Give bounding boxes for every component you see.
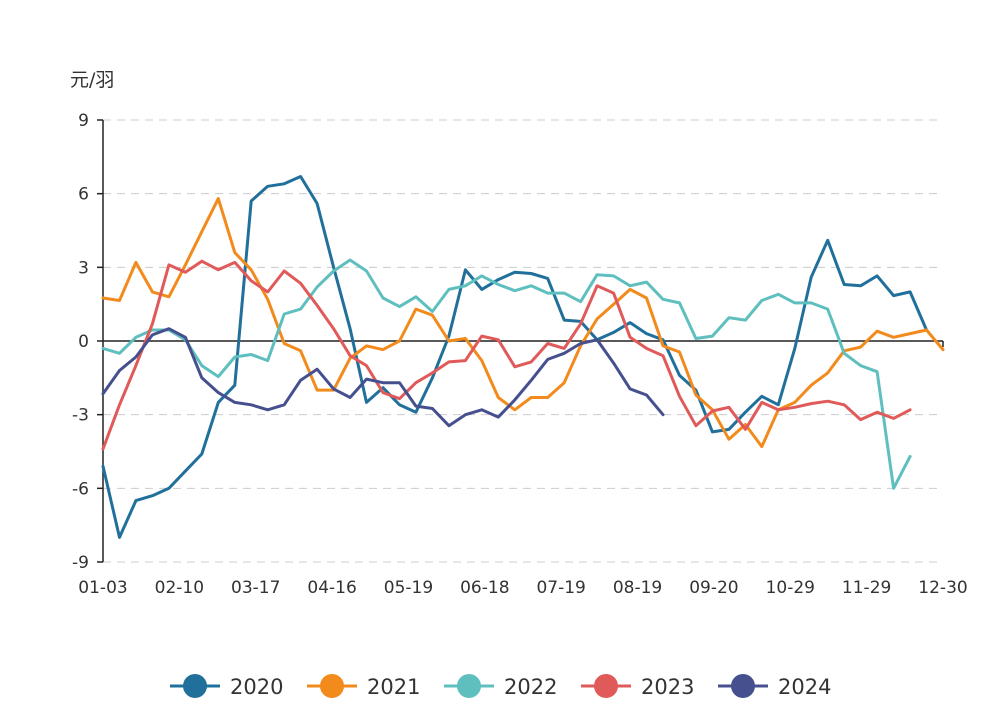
legend-item-2024[interactable]: 2024	[718, 674, 831, 699]
x-tick-label: 11-29	[842, 578, 891, 598]
legend-label: 2024	[778, 675, 831, 699]
y-tick-label: 6	[78, 185, 89, 205]
series-line-2022	[101, 258, 912, 490]
legend-item-2020[interactable]: 2020	[170, 674, 283, 699]
legend-label: 2022	[504, 675, 557, 699]
y-tick-label: 0	[78, 332, 89, 352]
legend: 2020 2021 2022 2023 2024	[170, 674, 831, 699]
x-tick-label: 08-19	[613, 578, 662, 598]
legend-label: 2021	[367, 675, 420, 699]
legend-item-2021[interactable]: 2021	[307, 674, 420, 699]
series	[101, 175, 945, 539]
series-line-2021	[101, 197, 945, 449]
y-tick-label: -3	[72, 406, 89, 426]
legend-item-2022[interactable]: 2022	[444, 674, 557, 699]
legend-label: 2023	[641, 675, 694, 699]
x-tick-label: 10-29	[766, 578, 815, 598]
series-line-2020	[101, 175, 928, 539]
x-tick-label: 12-30	[918, 578, 967, 598]
x-tick-label: 06-18	[460, 578, 509, 598]
legend-marker	[457, 674, 481, 698]
x-tick-label: 09-20	[689, 578, 738, 598]
legend-marker	[320, 674, 344, 698]
x-tick-label: 05-19	[384, 578, 433, 598]
x-tick-label: 02-10	[155, 578, 204, 598]
x-tick-label: 04-16	[307, 578, 356, 598]
x-tick-label: 03-17	[231, 578, 280, 598]
y-tick-label: -9	[72, 553, 89, 573]
legend-marker	[731, 674, 755, 698]
y-tick-label: -6	[72, 479, 89, 499]
x-tick-label: 07-19	[536, 578, 585, 598]
y-tick-label: 3	[78, 258, 89, 278]
y-axis-unit-label: 元/羽	[70, 69, 114, 91]
grid	[103, 119, 943, 563]
legend-item-2023[interactable]: 2023	[581, 674, 694, 699]
legend-marker	[594, 674, 618, 698]
series-line-2024	[101, 327, 665, 428]
x-tick-label: 01-03	[78, 578, 127, 598]
legend-label: 2020	[230, 675, 283, 699]
legend-marker	[183, 674, 207, 698]
y-tick-label: 9	[78, 111, 89, 131]
series-line-2023	[101, 259, 912, 451]
axes: 9 6 3 0 -3 -6 -9 01-03 02-10 03-17 04-16 05-19 06-18…	[72, 111, 968, 598]
